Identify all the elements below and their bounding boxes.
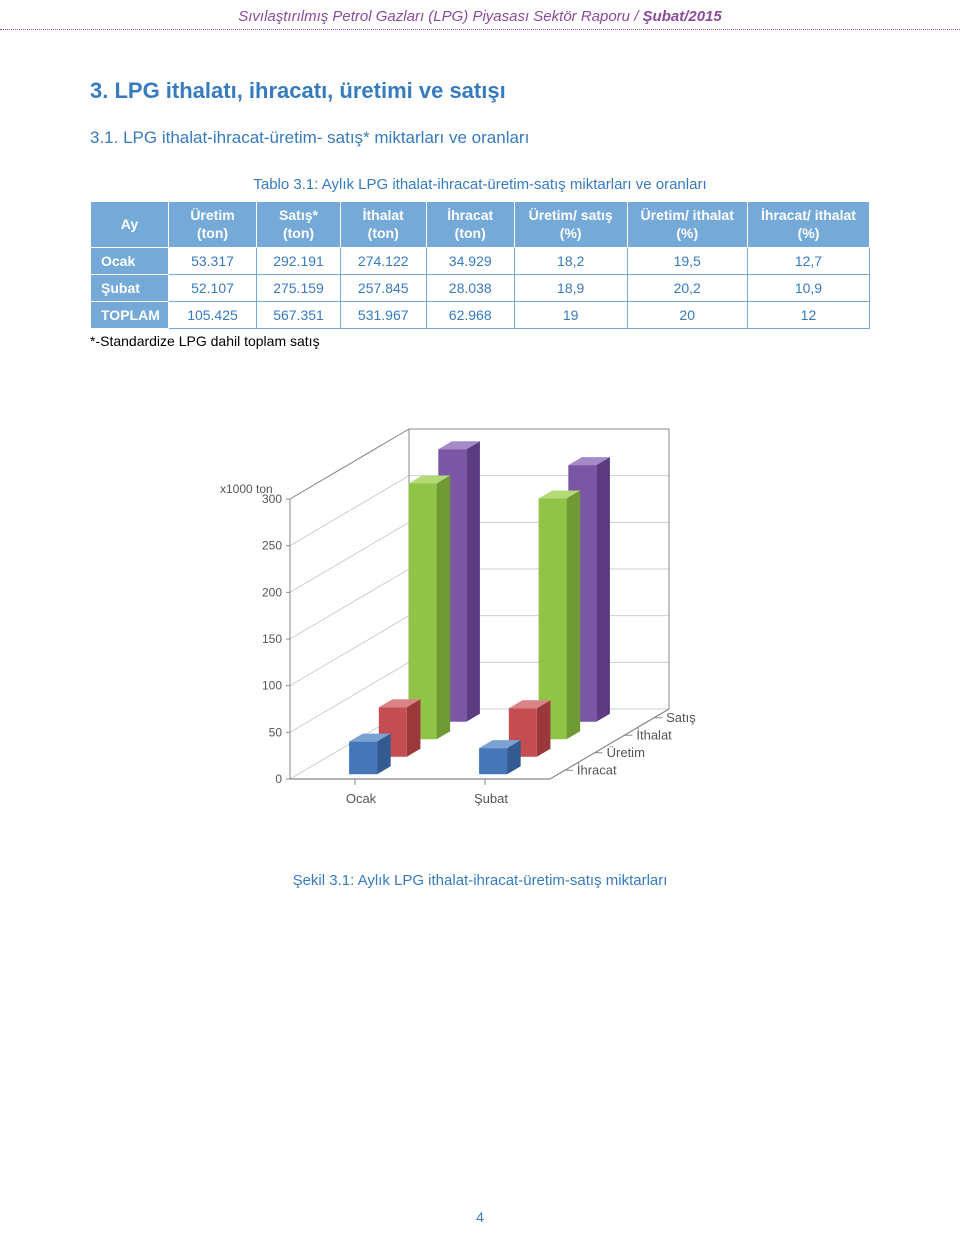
header-text: Sıvılaştırılmış Petrol Gazları (LPG) Piy… [238,8,642,25]
cell: 18,9 [514,275,627,302]
svg-text:İhracat: İhracat [577,762,617,777]
row-label: Şubat [91,275,169,302]
bar-chart-3d: 050100150200250300x1000 tonSatışİthalatÜ… [160,409,800,849]
svg-text:150: 150 [262,632,282,646]
cell: 28.038 [426,275,514,302]
header-date: Şubat/2015 [643,8,722,25]
cell: 19 [514,302,627,329]
cell: 12,7 [747,248,869,275]
svg-text:Satış: Satış [666,710,696,725]
svg-text:Şubat: Şubat [474,791,508,806]
subsection-title: 3.1. LPG ithalat-ihracat-üretim- satış* … [90,128,870,148]
svg-text:50: 50 [269,725,283,739]
table-row: Ocak 53.317 292.191 274.122 34.929 18,2 … [91,248,870,275]
col-ihracat: İhracat (ton) [426,202,514,248]
table-row: Şubat 52.107 275.159 257.845 28.038 18,9… [91,275,870,302]
data-table: Ay Üretim (ton) Satış* (ton) İthalat (to… [90,201,870,329]
col-ihith: İhracat/ ithalat (%) [747,202,869,248]
cell: 18,2 [514,248,627,275]
cell: 20,2 [627,275,747,302]
cell: 292.191 [257,248,341,275]
svg-text:x1000 ton: x1000 ton [220,482,273,496]
cell: 257.845 [340,275,426,302]
page-header: Sıvılaştırılmış Petrol Gazları (LPG) Piy… [0,0,960,30]
cell: 567.351 [257,302,341,329]
cell: 19,5 [627,248,747,275]
svg-text:Üretim: Üretim [607,745,645,760]
cell: 62.968 [426,302,514,329]
svg-text:100: 100 [262,679,282,693]
svg-text:İthalat: İthalat [636,727,672,742]
row-label: Ocak [91,248,169,275]
chart-caption: Şekil 3.1: Aylık LPG ithalat-ihracat-üre… [90,872,870,889]
cell: 34.929 [426,248,514,275]
section-title: 3. LPG ithalatı, ihracatı, üretimi ve sa… [90,78,870,104]
col-usatis: Üretim/ satış (%) [514,202,627,248]
cell: 10,9 [747,275,869,302]
svg-text:0: 0 [275,772,282,786]
svg-text:200: 200 [262,585,282,599]
table-footnote: *-Standardize LPG dahil toplam satış [90,333,870,349]
cell: 105.425 [168,302,256,329]
cell: 53.317 [168,248,256,275]
table-caption: Tablo 3.1: Aylık LPG ithalat-ihracat-üre… [90,176,870,193]
page-number: 4 [0,1209,960,1225]
cell: 12 [747,302,869,329]
col-ithalat: İthalat (ton) [340,202,426,248]
cell: 531.967 [340,302,426,329]
cell: 274.122 [340,248,426,275]
table-header-row: Ay Üretim (ton) Satış* (ton) İthalat (to… [91,202,870,248]
table-row: TOPLAM 105.425 567.351 531.967 62.968 19… [91,302,870,329]
chart-container: 050100150200250300x1000 tonSatışİthalatÜ… [90,409,870,889]
col-ay: Ay [91,202,169,248]
cell: 20 [627,302,747,329]
cell: 52.107 [168,275,256,302]
cell: 275.159 [257,275,341,302]
col-satis: Satış* (ton) [257,202,341,248]
col-uretim: Üretim (ton) [168,202,256,248]
content-area: 3. LPG ithalatı, ihracatı, üretimi ve sa… [0,30,960,889]
svg-text:Ocak: Ocak [346,791,377,806]
col-uith: Üretim/ ithalat (%) [627,202,747,248]
row-label: TOPLAM [91,302,169,329]
svg-text:250: 250 [262,539,282,553]
